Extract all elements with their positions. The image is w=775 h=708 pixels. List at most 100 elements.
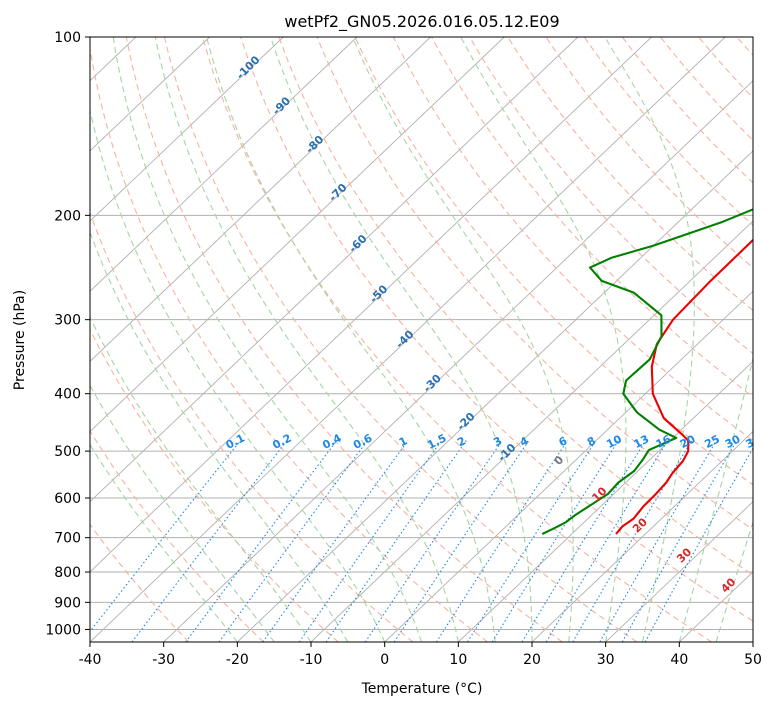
dry-adiabat--10 [90, 328, 339, 642]
dry-adiabat-150 [621, 37, 753, 184]
dry-adiabat-label: -30 [421, 372, 444, 395]
mixing-ratio-line-8 [467, 440, 597, 642]
dry-adiabat-160 [660, 37, 753, 142]
mixing-ratio-line-30 [621, 440, 738, 642]
moist-adiabat-15 [205, 37, 496, 642]
mixing-ratio-label: 16 [654, 432, 674, 451]
mixing-ratio-line-25 [599, 440, 717, 642]
dry-adiabat-120 [507, 37, 753, 312]
mixing-ratio-line-0.6 [218, 440, 368, 642]
moist-adiabat-label: 30 [674, 545, 694, 565]
x-axis-label: Temperature (°C) [361, 681, 483, 697]
mixing-ratio-line-36 [644, 447, 753, 642]
mixing-ratio-line-0.4 [185, 440, 338, 642]
isotherm--80 [90, 37, 431, 362]
isotherm-10 [458, 360, 753, 642]
plot-frame [89, 36, 754, 643]
moist-adiabat-label: 40 [718, 575, 738, 595]
dry-adiabat-0 [90, 211, 414, 642]
y-tick-label: 400 [54, 387, 81, 403]
mixing-ratio-line-1.5 [298, 440, 443, 642]
moist-adiabat-35 [604, 37, 695, 642]
dry-adiabat-80 [354, 37, 753, 486]
moist-adiabat-label: 10 [589, 484, 609, 504]
mixing-ratio-line-6 [435, 440, 568, 642]
moist-adiabat--15 [90, 384, 275, 642]
temperature-profile [615, 238, 753, 535]
mixing-ratio-label: 4 [518, 434, 531, 449]
dry-adiabat-60 [278, 37, 753, 576]
dry-adiabat-label: -60 [346, 232, 369, 255]
y-axis-label: Pressure (hPa) [12, 290, 28, 390]
dry-adiabat-10 [90, 45, 488, 642]
moist-adiabat-45 [715, 520, 753, 642]
moist-adiabat-40 [678, 356, 753, 642]
mixing-ratio-label: 1 [397, 434, 410, 449]
axes: -40 -30 -20 -10 0 10 20 30 40 5010020030040050060… [45, 30, 762, 668]
dry-adiabat-180 [736, 37, 753, 56]
isotherm--30 [163, 80, 753, 642]
y-tick-label: 200 [54, 208, 81, 224]
isotherm-30 [605, 501, 753, 642]
isotherm--50 [90, 37, 652, 573]
isotherm-40 [679, 571, 753, 642]
isotherm-20 [531, 430, 753, 642]
dry-adiabat-label: -20 [454, 410, 477, 433]
isotherm-50 [752, 641, 753, 642]
moist-adiabat-10 [154, 37, 459, 642]
dry-adiabat-50 [240, 37, 753, 622]
y-tick-label: 900 [54, 595, 81, 611]
mixing-ratio-label: 36 [744, 432, 764, 451]
dry-adiabat-20 [125, 37, 563, 642]
x-tick-label: 50 [744, 652, 762, 668]
x-tick-label: 0 [380, 652, 389, 668]
moist-adiabat--20 [90, 443, 238, 642]
mixing-ratio-line-3 [364, 440, 503, 642]
mixing-ratio-line-2 [325, 440, 467, 642]
isotherm--110 [90, 37, 210, 152]
isotherm--100 [90, 37, 284, 222]
moist-adiabat-5 [112, 37, 423, 642]
mixing-ratio-label: 30 [723, 432, 743, 451]
moist-adiabat-30 [460, 37, 627, 642]
mixing-ratio-label: 0.2 [270, 432, 293, 452]
dry-adiabat-label: -90 [270, 94, 293, 117]
dry-adiabat-label: -50 [367, 282, 390, 305]
mixing-ratio-label: 0.1 [224, 432, 247, 452]
mixing-ratio-line-0.1 [90, 440, 241, 633]
mixing-ratio-label: 0.6 [351, 431, 375, 452]
dry-adiabat-40 [202, 37, 712, 642]
mixing-ratio-label: 2 [455, 434, 468, 449]
moist-adiabat-20 [270, 37, 533, 642]
x-tick-label: 20 [523, 652, 541, 668]
dry-adiabat-90 [392, 37, 753, 442]
dry-adiabat-label: -40 [393, 328, 416, 351]
isotherm--20 [237, 150, 753, 642]
mixing-ratio-label: 25 [702, 432, 722, 451]
y-tick-label: 800 [54, 565, 81, 581]
mixing-ratio-label: 13 [632, 432, 652, 451]
moist-adiabat-25 [352, 37, 574, 642]
dry-adiabat-label: -80 [303, 133, 326, 156]
moist-adiabat-label: 0 [552, 453, 567, 468]
chart-title: wetPf2_GN05.2026.016.05.12.E09 [284, 12, 559, 32]
mixing-ratio-label: 20 [678, 432, 698, 451]
mixing-ratio-line-13 [521, 440, 647, 642]
mixing-ratio-line-1 [262, 440, 409, 642]
dry-adiabat-30 [163, 37, 638, 642]
mixing-ratio-line-0.2 [131, 440, 288, 642]
isotherm--10 [310, 220, 753, 642]
mixing-ratio-label: 10 [604, 432, 624, 451]
x-tick-label: -30 [152, 652, 175, 668]
dry-adiabat-100 [431, 37, 753, 398]
y-tick-label: 300 [54, 313, 81, 329]
dewpoint-profile [541, 208, 753, 535]
mixing-ratio-label: 1.5 [425, 432, 448, 452]
mixing-ratio-line-10 [491, 440, 619, 642]
mixing-ratio-line-4 [393, 440, 530, 642]
dry-adiabat-70 [316, 37, 753, 531]
mixing-ratio-line-20 [572, 440, 693, 642]
background-grid [90, 37, 753, 642]
